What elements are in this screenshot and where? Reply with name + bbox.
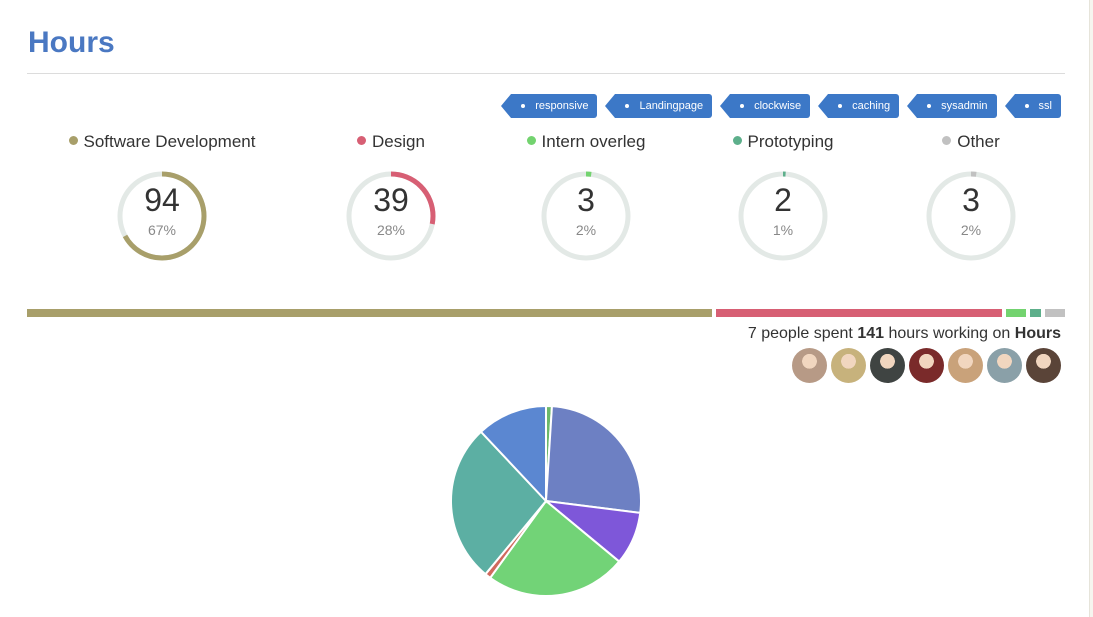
people-avatars [792,348,1061,383]
category-name: Design [372,132,425,151]
legend-dot-icon [526,136,536,145]
legend-dot-icon [942,136,952,145]
tag-caching[interactable]: caching [818,94,900,118]
tag-sysadmin[interactable]: sysadmin [907,94,997,118]
hours-summary: 7 people spent 141 hours working on Hour… [748,325,1061,343]
person-avatar-icon[interactable] [987,348,1022,383]
donut-ring [346,171,436,261]
stack-segment-prototyping [1030,309,1041,317]
page-title: Hours [28,26,115,59]
pie-slice-3[interactable] [488,499,621,597]
category-hours: 2 [774,182,792,218]
pie-slice-6[interactable] [479,404,547,504]
category-hours: 39 [373,182,409,218]
hours-stacked-bar [27,309,1065,317]
person-avatar-icon[interactable] [909,348,944,383]
category-design: Design 39 28% [271,130,511,264]
tag-responsive[interactable]: responsive [501,94,598,118]
category-name: Software Development [83,132,256,151]
person-avatar-icon[interactable] [792,348,827,383]
category-name: Prototyping [747,132,834,151]
category-percent: 2% [960,222,982,238]
donut-ring [541,171,631,261]
legend-dot-icon [357,136,367,145]
category-percent: 28% [376,222,406,238]
pie-slice-5[interactable] [450,430,548,576]
category-hours: 94 [144,182,180,218]
category-label: Design [271,130,511,154]
category-percent: 1% [772,222,794,238]
stack-segment-intern-overleg [1005,309,1027,317]
donut-ring [117,171,207,261]
donut-arc [926,171,1016,261]
summary-hours: 141 [857,325,885,342]
category-label: Prototyping [663,130,903,154]
hours-donut: 3 2% [538,168,634,264]
hours-donut: 39 28% [343,168,439,264]
person-avatar-icon[interactable] [948,348,983,383]
category-label: Intern overleg [466,130,706,154]
legend-dot-icon [68,136,78,145]
summary-prefix: 7 people spent [747,325,853,342]
category-hours: 3 [577,182,595,218]
category-other: Other 3 2% [851,130,1091,264]
category-hours: 3 [962,182,980,218]
tag-landingpage[interactable]: Landingpage [605,94,713,118]
summary-project: Hours [1014,325,1061,342]
tag-list: responsive Landingpage clockwise caching… [501,94,1061,118]
stack-segment-design [715,309,1002,317]
tag-clockwise[interactable]: clockwise [720,94,811,118]
donut-arc [117,171,207,261]
summary-middle: hours working on [888,325,1011,342]
person-avatar-icon[interactable] [1026,348,1061,383]
category-prototyping: Prototyping 2 1% [663,130,903,264]
person-avatar-icon[interactable] [870,348,905,383]
category-label: Software Development [42,130,282,154]
donut-arc [738,171,828,261]
category-percent: 2% [575,222,597,238]
category-name: Other [957,132,1000,151]
donut-arc [346,171,436,261]
legend-dot-icon [732,136,742,145]
hours-donut: 94 67% [114,168,210,264]
category-stats: Software Development 94 67% Design 39 28… [0,130,1093,270]
pie-slice-1[interactable] [544,405,642,515]
donut-arc [541,171,631,261]
category-percent: 67% [147,222,177,238]
stack-segment-other [1044,309,1065,317]
hours-donut: 3 2% [923,168,1019,264]
category-name: Intern overleg [541,132,646,151]
donut-ring [926,171,1016,261]
category-intern-overleg: Intern overleg 3 2% [466,130,706,264]
stack-segment-software-development [27,309,712,317]
title-divider [27,73,1065,74]
category-software-development: Software Development 94 67% [42,130,282,264]
person-avatar-icon[interactable] [831,348,866,383]
hours-donut: 2 1% [735,168,831,264]
donut-ring [738,171,828,261]
category-label: Other [851,130,1091,154]
tag-ssl[interactable]: ssl [1004,94,1061,118]
